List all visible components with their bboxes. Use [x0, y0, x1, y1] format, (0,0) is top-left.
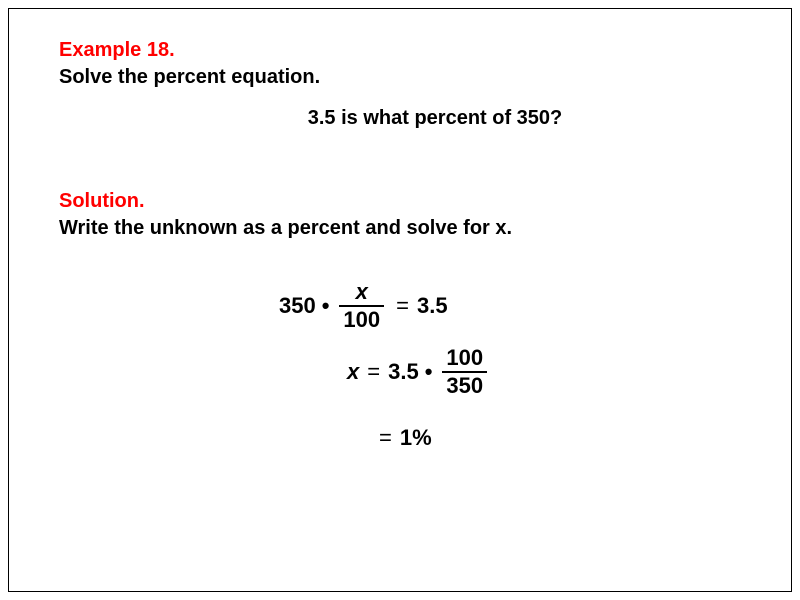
content-frame: Example 18. Solve the percent equation. … — [8, 8, 792, 592]
solution-instruction: Write the unknown as a percent and solve… — [59, 217, 751, 240]
fraction-denominator: 350 — [442, 371, 487, 398]
equation-line-1: 350 • x 100 = 3.5 — [279, 280, 751, 332]
multiply-dot: • — [322, 293, 330, 319]
fraction: 100 350 — [442, 346, 487, 398]
equals-sign: = — [379, 425, 392, 451]
coefficient: 3.5 — [388, 359, 419, 385]
rhs-value: 3.5 — [417, 293, 448, 319]
fraction-denominator: 100 — [339, 305, 384, 332]
example-label: Example 18. — [59, 39, 751, 62]
multiply-dot: • — [425, 359, 433, 385]
equals-sign: = — [396, 293, 409, 319]
example-prompt: Solve the percent equation. — [59, 66, 751, 89]
equals-sign: = — [367, 359, 380, 385]
solution-label: Solution. — [59, 190, 751, 213]
fraction-numerator: 100 — [442, 346, 487, 371]
coefficient: 350 — [279, 293, 316, 319]
example-question: 3.5 is what percent of 350? — [119, 107, 751, 130]
result-value: 1% — [400, 425, 432, 451]
variable-x: x — [347, 359, 359, 385]
fraction: x 100 — [339, 280, 384, 332]
equation-line-3: = 1% — [371, 412, 751, 464]
fraction-numerator: x — [352, 280, 372, 305]
math-block: 350 • x 100 = 3.5 x = 3.5 • 100 350 = 1% — [279, 280, 751, 464]
equation-line-2: x = 3.5 • 100 350 — [347, 346, 751, 398]
